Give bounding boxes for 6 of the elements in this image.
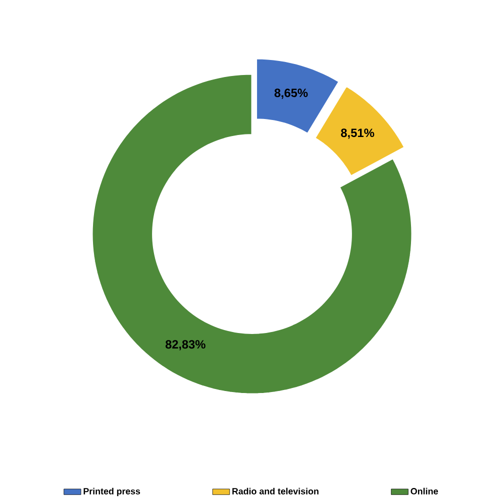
data-label: 8,65% <box>274 88 308 99</box>
legend-label: Printed press <box>84 488 140 496</box>
data-label: 82,83% <box>166 340 206 350</box>
data-label: 8,51% <box>340 128 374 139</box>
legend-label: Online <box>410 488 438 495</box>
legend-label: Radio and television <box>232 488 318 495</box>
